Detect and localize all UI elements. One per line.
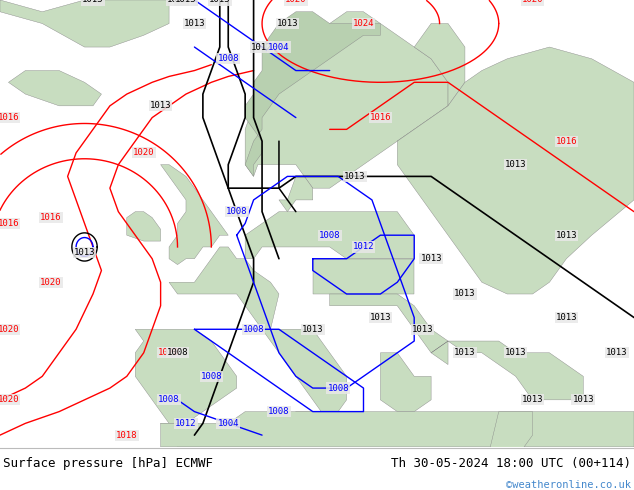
Text: Surface pressure [hPa] ECMWF: Surface pressure [hPa] ECMWF bbox=[3, 457, 213, 470]
Text: 1013: 1013 bbox=[184, 19, 205, 28]
Text: 1008: 1008 bbox=[327, 384, 349, 392]
Text: 1013: 1013 bbox=[454, 348, 476, 357]
Text: 1016: 1016 bbox=[167, 0, 188, 4]
Text: 1016: 1016 bbox=[40, 213, 61, 222]
Polygon shape bbox=[262, 329, 347, 423]
Text: 1013: 1013 bbox=[209, 0, 231, 4]
Text: 1008: 1008 bbox=[268, 407, 290, 416]
Polygon shape bbox=[0, 0, 169, 47]
Polygon shape bbox=[490, 412, 533, 459]
Text: ©weatheronline.co.uk: ©weatheronline.co.uk bbox=[506, 480, 631, 490]
Text: 1004: 1004 bbox=[217, 419, 239, 428]
Text: 1016: 1016 bbox=[370, 113, 391, 122]
Polygon shape bbox=[313, 259, 414, 294]
Polygon shape bbox=[135, 329, 236, 423]
Text: 1016: 1016 bbox=[0, 113, 19, 122]
Text: 1013: 1013 bbox=[82, 0, 104, 4]
Text: 1013: 1013 bbox=[505, 348, 526, 357]
Polygon shape bbox=[160, 412, 634, 447]
Text: 1008: 1008 bbox=[200, 372, 222, 381]
Text: 1013: 1013 bbox=[175, 0, 197, 4]
Text: 1013: 1013 bbox=[555, 313, 577, 322]
Text: 1012: 1012 bbox=[175, 419, 197, 428]
Text: 1013: 1013 bbox=[522, 395, 543, 404]
Text: 1016: 1016 bbox=[555, 137, 577, 146]
Text: 1013: 1013 bbox=[412, 325, 434, 334]
Text: 1013: 1013 bbox=[74, 248, 95, 257]
Text: 1020: 1020 bbox=[0, 395, 19, 404]
Text: 1013: 1013 bbox=[573, 395, 594, 404]
Polygon shape bbox=[160, 165, 228, 265]
Polygon shape bbox=[245, 212, 414, 259]
Text: 1008: 1008 bbox=[167, 348, 188, 357]
Text: 1012: 1012 bbox=[251, 43, 273, 51]
Polygon shape bbox=[398, 47, 634, 294]
Text: 1008: 1008 bbox=[226, 207, 247, 216]
Text: 1012: 1012 bbox=[353, 243, 374, 251]
Text: 1004: 1004 bbox=[268, 43, 290, 51]
Polygon shape bbox=[245, 12, 448, 188]
Text: 1016: 1016 bbox=[0, 219, 19, 228]
Polygon shape bbox=[245, 12, 380, 176]
Text: 1008: 1008 bbox=[158, 395, 180, 404]
Text: 1013: 1013 bbox=[302, 325, 323, 334]
Text: 1020: 1020 bbox=[133, 148, 155, 157]
Text: 1013: 1013 bbox=[606, 348, 628, 357]
Text: 1020: 1020 bbox=[40, 278, 61, 287]
Text: 1024: 1024 bbox=[353, 19, 374, 28]
Polygon shape bbox=[431, 341, 583, 400]
Text: 1020: 1020 bbox=[158, 348, 180, 357]
Polygon shape bbox=[398, 24, 482, 165]
Polygon shape bbox=[380, 353, 431, 412]
Polygon shape bbox=[169, 247, 279, 329]
Text: 1013: 1013 bbox=[150, 101, 171, 110]
Polygon shape bbox=[127, 212, 160, 241]
Text: 1008: 1008 bbox=[217, 54, 239, 63]
Text: 1020: 1020 bbox=[285, 0, 307, 4]
Text: 1013: 1013 bbox=[344, 172, 366, 181]
Text: 1013: 1013 bbox=[276, 19, 298, 28]
Text: Th 30-05-2024 18:00 UTC (00+114): Th 30-05-2024 18:00 UTC (00+114) bbox=[391, 457, 631, 470]
Text: 1013: 1013 bbox=[555, 231, 577, 240]
Text: 1020: 1020 bbox=[0, 325, 19, 334]
Text: 1013: 1013 bbox=[370, 313, 391, 322]
Text: 1013: 1013 bbox=[505, 160, 526, 169]
Polygon shape bbox=[8, 71, 101, 106]
Polygon shape bbox=[330, 294, 448, 365]
Polygon shape bbox=[160, 412, 313, 447]
Text: 1020: 1020 bbox=[522, 0, 543, 4]
Text: 1008: 1008 bbox=[243, 325, 264, 334]
Text: 1008: 1008 bbox=[319, 231, 340, 240]
Text: 1013: 1013 bbox=[420, 254, 442, 263]
Text: 1013: 1013 bbox=[454, 290, 476, 298]
Polygon shape bbox=[279, 176, 313, 212]
Text: 1018: 1018 bbox=[116, 431, 138, 440]
